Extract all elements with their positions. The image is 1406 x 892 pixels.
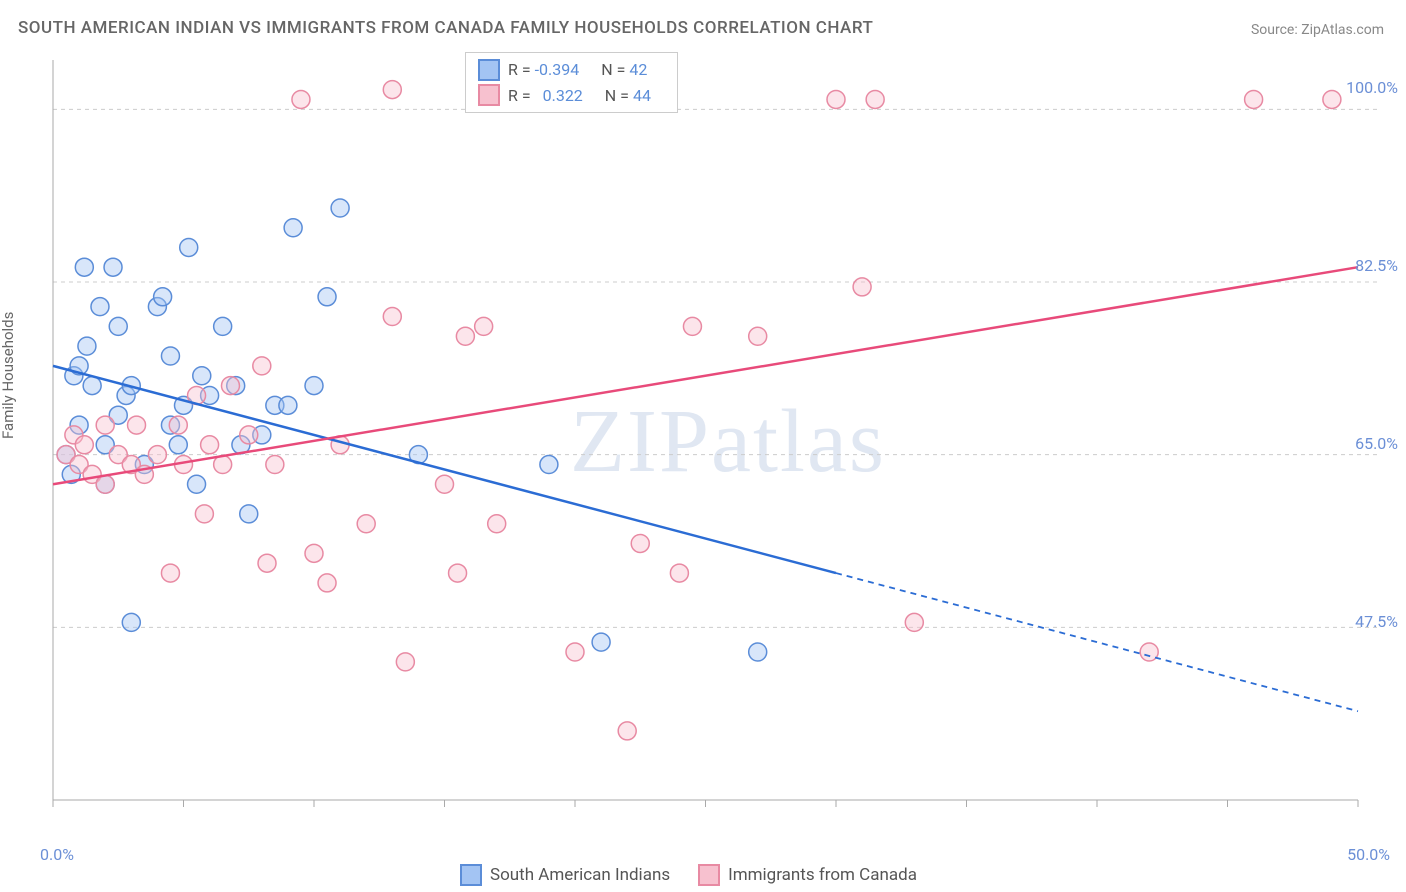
- legend-swatch-blue: [478, 59, 500, 81]
- y-tick-label: 100.0%: [1346, 78, 1398, 97]
- legend-label: South American Indians: [490, 865, 670, 885]
- legend-swatch-pink: [698, 864, 720, 886]
- x-tick-label: 0.0%: [40, 845, 74, 864]
- legend-item-blue: South American Indians: [460, 864, 670, 886]
- legend-swatch-pink: [478, 84, 500, 106]
- source-attribution: Source: ZipAtlas.com: [1251, 22, 1384, 38]
- y-axis-label: Family Households: [0, 312, 17, 439]
- x-tick-label: 50.0%: [1347, 845, 1390, 864]
- series-legend: South American Indians Immigrants from C…: [460, 864, 917, 886]
- correlation-legend: R =-0.394 N =42 R =0.322 N =44: [465, 52, 678, 113]
- legend-label: Immigrants from Canada: [728, 865, 917, 885]
- legend-item-pink: Immigrants from Canada: [698, 864, 917, 886]
- chart-title: SOUTH AMERICAN INDIAN VS IMMIGRANTS FROM…: [18, 18, 873, 38]
- legend-row-series-1: R =-0.394 N =42: [478, 57, 665, 83]
- legend-swatch-blue: [460, 864, 482, 886]
- y-tick-label: 65.0%: [1355, 434, 1398, 453]
- y-tick-label: 82.5%: [1355, 256, 1398, 275]
- chart-plot-area: [48, 50, 1378, 830]
- legend-row-series-2: R =0.322 N =44: [478, 83, 665, 109]
- y-tick-label: 47.5%: [1355, 612, 1398, 631]
- scatter-plot-svg: [48, 50, 1378, 830]
